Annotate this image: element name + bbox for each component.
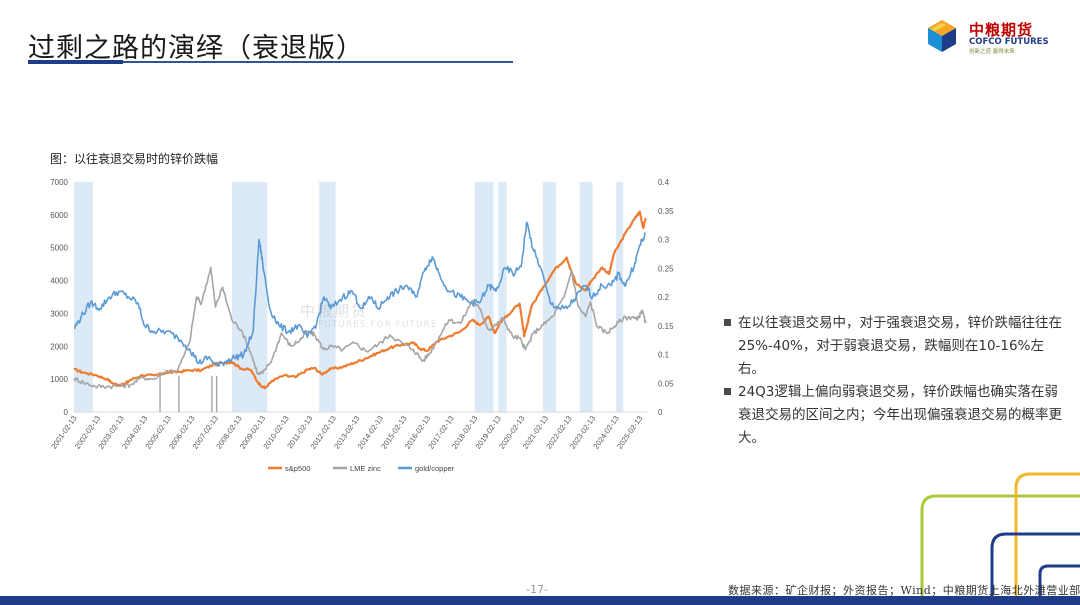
logo-en: COFCO FUTURES	[969, 37, 1049, 47]
y-left-tick-label: 7000	[50, 178, 68, 187]
logo-tagline: 创新之道 赢得未来	[969, 49, 1015, 55]
deco-green-line	[920, 494, 1080, 596]
y-right-tick-label: 0.25	[658, 264, 674, 273]
logo-cn: 中粮期货	[969, 21, 1034, 39]
y-right-tick-label: 0.15	[658, 322, 674, 331]
legend-label: LME zinc	[350, 464, 381, 473]
recession-band	[579, 182, 593, 412]
title-underline-accent	[28, 60, 123, 64]
bullet-square-icon	[724, 388, 731, 395]
zinc-recession-chart: 0 1000 2000 3000 4000 5000 6000 7000 0 0.05 0.1 0.1…	[49, 178, 674, 473]
y-left-tick-label: 5000	[50, 244, 68, 253]
chart-caption: 图：以往衰退交易时的锌价跌幅	[50, 152, 219, 166]
page-title: 过剩之路的演绎（衰退版）	[28, 33, 364, 64]
legend-label: s&p500	[285, 464, 310, 473]
recession-band	[616, 182, 624, 412]
deco-blue-line	[990, 532, 1080, 596]
series-line-goldcopper	[73, 221, 647, 367]
cube-logo-icon	[928, 20, 956, 52]
corner-decoration	[920, 472, 1080, 596]
page-number: -17-	[526, 583, 548, 596]
y-right-tick-label: 0	[658, 408, 663, 417]
deco-yellow-line	[1014, 472, 1080, 596]
note-item: 在以往衰退交易中，对于强衰退交易，锌价跌幅往往在25%-40%，对于弱衰退交易，…	[724, 312, 1064, 381]
recession-band	[74, 182, 93, 412]
cofco-logo: 中粮期货 COFCO FUTURES 创新之道 赢得未来	[922, 16, 1062, 56]
deco-blue-line-inner	[1038, 564, 1080, 596]
y-right-tick-label: 0.05	[658, 379, 674, 388]
y-left-tick-label: 6000	[50, 211, 68, 220]
y-left-tick-label: 3000	[50, 309, 68, 318]
y-left-tick-label: 0	[64, 408, 69, 417]
title-underline	[123, 61, 513, 63]
y-right-tick-label: 0.4	[658, 178, 670, 187]
y-left-tick-label: 2000	[50, 342, 68, 351]
y-right-tick-label: 0.1	[658, 351, 670, 360]
series-line-lmezinc	[73, 266, 647, 390]
recession-band	[498, 182, 507, 412]
y-left-tick-label: 4000	[50, 277, 68, 286]
y-right-tick-label: 0.35	[658, 207, 674, 216]
y-left-tick-label: 1000	[50, 375, 68, 384]
recession-band	[319, 182, 336, 412]
y-right-tick-label: 0.3	[658, 236, 670, 245]
note-text: 24Q3逻辑上偏向弱衰退交易，锌价跌幅也确实落在弱衰退交易的区间之内；今年出现偏…	[738, 384, 1062, 446]
watermark-en: FUTURES FOR FUTURE	[318, 320, 438, 330]
watermark-cn: 中粮期货	[300, 302, 369, 320]
note-text: 在以往衰退交易中，对于强衰退交易，锌价跌幅往往在25%-40%，对于弱衰退交易，…	[738, 315, 1062, 377]
y-right-tick-label: 0.2	[658, 293, 670, 302]
data-source: 数据来源：矿企财报；外资报告；Wind；中粮期货上海北外滩营业部	[728, 584, 1080, 597]
notes-panel: 在以往衰退交易中，对于强衰退交易，锌价跌幅往往在25%-40%，对于弱衰退交易，…	[724, 312, 1064, 450]
bullet-square-icon	[724, 319, 731, 326]
recession-band	[474, 182, 494, 412]
recession-band	[231, 182, 268, 412]
bottom-bar	[0, 596, 1080, 605]
note-item: 24Q3逻辑上偏向弱衰退交易，锌价跌幅也确实落在弱衰退交易的区间之内；今年出现偏…	[724, 381, 1064, 450]
legend-label: gold/copper	[415, 464, 455, 473]
series-line-sp500	[73, 210, 647, 390]
